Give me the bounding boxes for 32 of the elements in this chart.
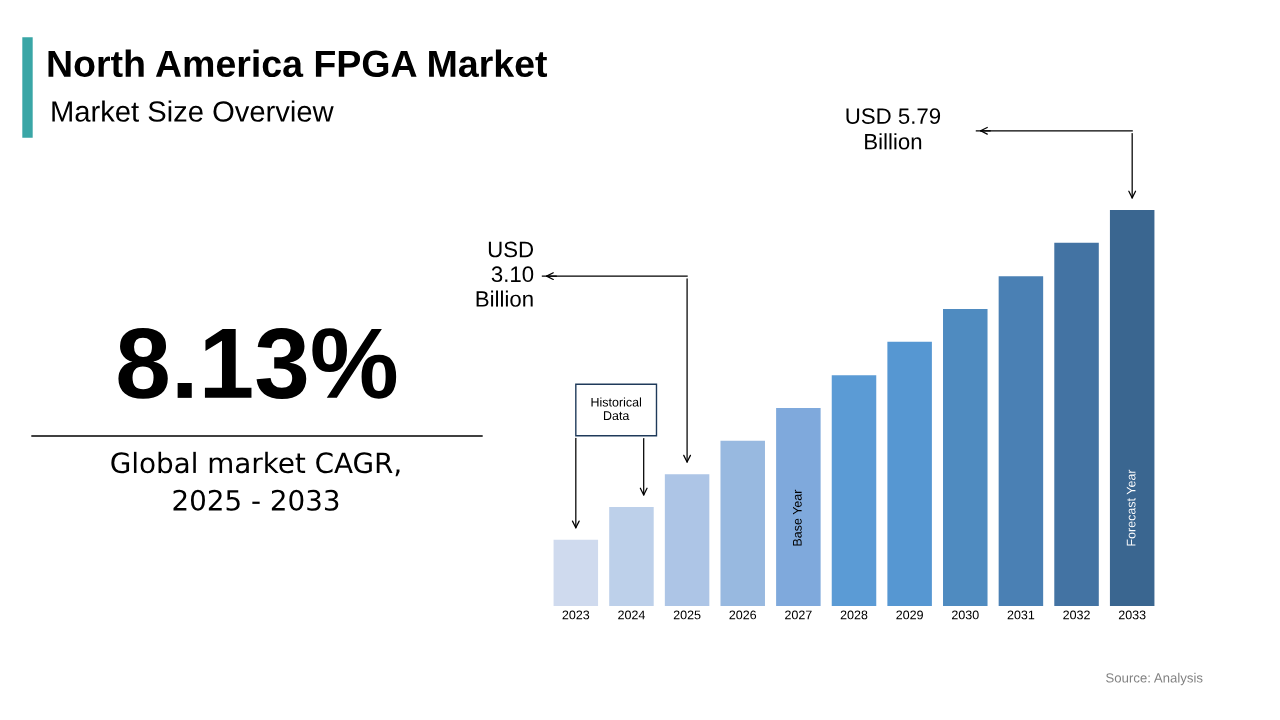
bar <box>943 309 988 606</box>
x-tick-label: 2032 <box>1063 610 1090 620</box>
bar <box>831 375 877 606</box>
text: USD 3.10 Billion <box>476 241 534 307</box>
source-note: Source: Analysis <box>1106 672 1203 686</box>
annotation: Forecast Year <box>1126 469 1136 546</box>
x-tick-label: 2031 <box>1007 610 1035 620</box>
text: 8.13% <box>118 328 397 399</box>
x-tick-label: 2028 <box>840 610 868 620</box>
bar <box>1109 210 1155 606</box>
x-tick-label: 2025 <box>673 610 701 620</box>
bar <box>553 539 599 606</box>
x-tick-label: 2027 <box>785 610 812 620</box>
x-tick-label: 2024 <box>618 610 645 620</box>
x-tick-label: 2023 <box>562 610 590 620</box>
bar <box>776 408 821 606</box>
bar <box>887 341 932 606</box>
bar <box>998 276 1044 606</box>
chart-title: North America FPGA Market <box>48 49 548 78</box>
text: Market Size Overview <box>52 100 334 122</box>
x-tick-label: 2026 <box>729 610 757 620</box>
text: Global market CAGR, 2025 - 2033 <box>111 451 400 511</box>
x-tick-label: 2030 <box>952 610 979 620</box>
bar <box>664 474 710 606</box>
bar <box>609 507 654 606</box>
bar <box>720 440 765 606</box>
text: USD 5.79 Billion <box>846 108 941 150</box>
bar <box>1054 242 1099 606</box>
x-tick-label: 2033 <box>1118 610 1146 620</box>
annotation: Historical Data <box>591 397 642 421</box>
x-tick-label: 2029 <box>896 610 923 620</box>
annotation: Base Year <box>793 489 802 546</box>
